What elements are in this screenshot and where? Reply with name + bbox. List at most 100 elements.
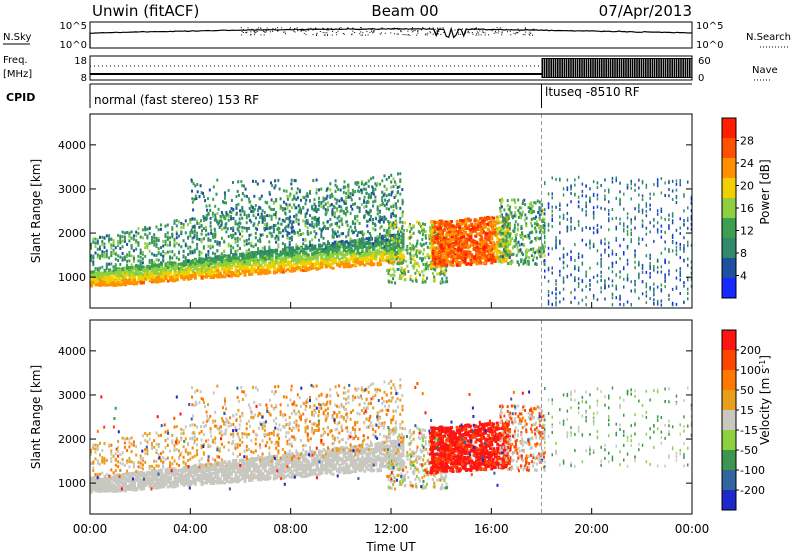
power-cell bbox=[259, 237, 261, 240]
noise-search-dot bbox=[496, 32, 497, 33]
power-cell bbox=[397, 191, 399, 194]
noise-search-dot bbox=[401, 31, 402, 32]
noise-left-label: N.Sky bbox=[3, 32, 31, 43]
power-cell bbox=[106, 234, 108, 237]
power-cell bbox=[228, 219, 230, 222]
power-cell bbox=[292, 198, 294, 201]
power-cell bbox=[286, 207, 288, 210]
noise-search-dot bbox=[254, 34, 255, 35]
power-cell bbox=[256, 228, 258, 231]
power-cell bbox=[241, 235, 243, 238]
power-cell bbox=[160, 261, 162, 264]
power-cell bbox=[101, 255, 103, 258]
power-cell bbox=[488, 236, 491, 239]
noise-search-dot bbox=[523, 34, 524, 35]
power-cell bbox=[142, 281, 145, 284]
power-cell bbox=[392, 254, 394, 257]
power-cell bbox=[412, 265, 414, 268]
power-cell bbox=[298, 223, 300, 226]
power-cell bbox=[210, 245, 212, 248]
power-cell bbox=[113, 244, 115, 247]
power-cell bbox=[223, 241, 225, 244]
power-cell bbox=[133, 238, 135, 241]
power-cell bbox=[474, 223, 477, 226]
noise-search-dot bbox=[517, 32, 518, 33]
power-cell bbox=[338, 242, 340, 245]
noise-trace bbox=[90, 27, 692, 48]
power-cell bbox=[269, 232, 271, 235]
power-cell bbox=[391, 237, 393, 240]
noise-search-dot bbox=[485, 35, 486, 36]
noise-search-dot bbox=[306, 34, 307, 35]
power-cell bbox=[418, 265, 420, 268]
power-cell bbox=[416, 221, 418, 224]
noise-search-dot bbox=[266, 30, 267, 31]
power-cell bbox=[169, 272, 172, 275]
power-cell bbox=[427, 246, 429, 249]
power-cell bbox=[377, 235, 379, 238]
power-cell bbox=[295, 220, 297, 223]
power-cell bbox=[128, 259, 130, 262]
power-cell bbox=[183, 254, 185, 257]
noise-search-dot bbox=[304, 33, 305, 34]
power-cell bbox=[225, 201, 227, 204]
noise-search-dot bbox=[250, 31, 251, 32]
power-cell bbox=[431, 229, 434, 232]
power-cell bbox=[216, 212, 218, 215]
power-cell bbox=[366, 224, 368, 227]
noise-search-dot bbox=[343, 33, 344, 34]
power-cell bbox=[386, 207, 388, 210]
noise-search-dot bbox=[472, 32, 473, 33]
power-cell bbox=[198, 260, 200, 263]
power-cell bbox=[151, 252, 153, 255]
power-cell bbox=[146, 228, 148, 231]
power-cell bbox=[297, 196, 299, 199]
power-cell bbox=[235, 213, 237, 216]
power-cell bbox=[446, 240, 449, 243]
power-cell bbox=[441, 241, 444, 244]
power-cell bbox=[383, 229, 385, 232]
power-cell bbox=[413, 246, 415, 249]
power-cell bbox=[439, 227, 442, 230]
power-cell bbox=[97, 248, 99, 251]
power-cell bbox=[317, 218, 319, 221]
power-cell bbox=[219, 241, 221, 244]
noise-search-dot bbox=[476, 35, 477, 36]
power-cell bbox=[320, 205, 322, 208]
power-cell bbox=[372, 263, 375, 266]
power-cell bbox=[347, 224, 349, 227]
power-cell bbox=[158, 228, 160, 231]
freq-left-tick-bottom: 8 bbox=[81, 73, 87, 84]
power-cell bbox=[192, 201, 194, 204]
power-cell bbox=[292, 220, 294, 223]
noise-search-dot bbox=[256, 32, 257, 33]
power-cell bbox=[250, 242, 252, 245]
power-cell bbox=[434, 269, 436, 272]
noise-search-dot bbox=[362, 35, 363, 36]
power-cell bbox=[212, 198, 214, 201]
power-cell bbox=[270, 208, 272, 211]
power-cell bbox=[238, 194, 240, 197]
power-cell bbox=[185, 256, 187, 259]
power-cell bbox=[302, 242, 304, 245]
power-cell bbox=[194, 249, 196, 252]
power-cell bbox=[249, 234, 251, 237]
noise-search-dot bbox=[371, 29, 372, 30]
power-cell bbox=[388, 208, 390, 211]
power-cell bbox=[282, 250, 284, 253]
power-cell bbox=[255, 180, 257, 183]
power-cell bbox=[273, 213, 275, 216]
power-cell bbox=[249, 207, 251, 210]
power-cell bbox=[439, 273, 441, 276]
power-cell bbox=[197, 190, 199, 193]
power-cell bbox=[389, 234, 391, 237]
power-cell bbox=[158, 252, 160, 255]
power-cell bbox=[336, 243, 338, 246]
power-cell bbox=[210, 257, 212, 260]
power-cell bbox=[277, 243, 279, 246]
noise-search-dot bbox=[438, 31, 439, 32]
power-cell bbox=[137, 232, 139, 235]
power-cell bbox=[243, 185, 245, 188]
power-cell bbox=[410, 278, 412, 281]
power-cell bbox=[374, 228, 376, 231]
